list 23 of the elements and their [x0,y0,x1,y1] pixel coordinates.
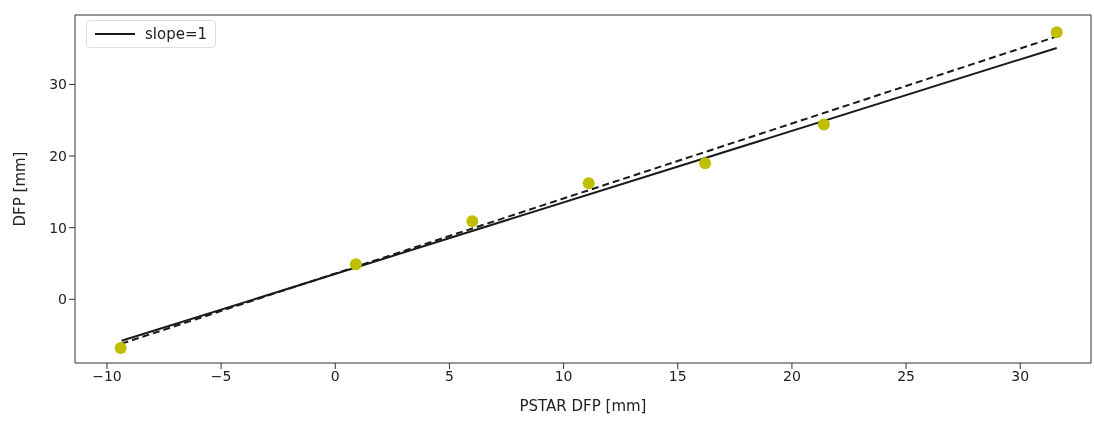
x-tick-label: 25 [897,367,915,384]
point [114,341,127,354]
point [699,157,712,170]
point [1050,26,1063,39]
point [817,118,830,131]
x-tick-label: 5 [444,367,454,384]
x-tick-label: −5 [210,367,232,384]
legend-label: slope=1 [145,25,208,43]
point [582,177,595,190]
y-tick-label: 10 [49,219,67,236]
x-tick-label: 10 [554,367,573,384]
point [466,215,479,228]
x-tick-label: 20 [782,367,801,384]
y-tick-label: 30 [49,76,67,93]
y-axis-title: DFP [mm] [11,151,30,227]
point [349,258,362,271]
x-tick-label: −10 [92,367,122,384]
x-tick-label: 30 [1011,367,1030,384]
y-tick-label: 20 [49,148,67,165]
y-tick-label: 0 [58,291,67,308]
x-tick-label: 15 [668,367,687,384]
x-axis-title: PSTAR DFP [mm] [519,397,647,415]
x-tick-label: 0 [330,367,340,384]
